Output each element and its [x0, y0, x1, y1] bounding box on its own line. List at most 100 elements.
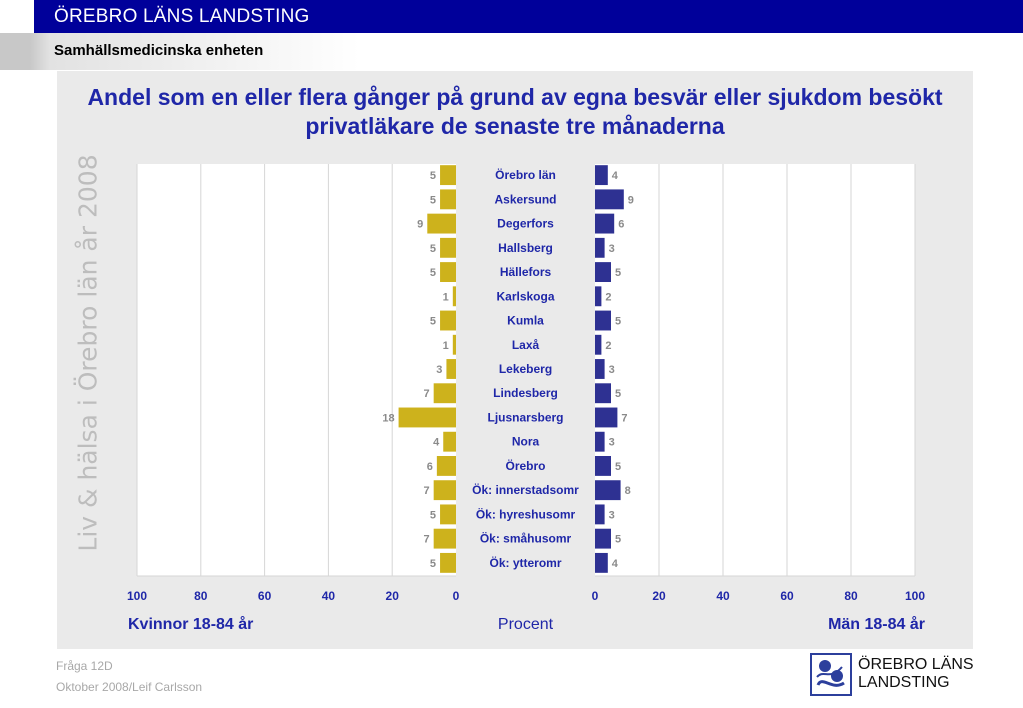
- bar-women: [433, 480, 456, 501]
- bar-women: [443, 431, 456, 452]
- category-label: Lindesberg: [493, 386, 558, 400]
- data-label-men: 2: [605, 340, 611, 352]
- category-label: Karlskoga: [496, 289, 554, 303]
- data-label-men: 4: [612, 558, 619, 570]
- x-tick-label-right: 80: [844, 589, 858, 603]
- footer-question: Fråga 12D: [56, 659, 113, 673]
- bar-men: [595, 528, 611, 549]
- data-label-women: 5: [430, 267, 436, 279]
- bar-women: [440, 237, 456, 258]
- category-label: Örebro: [505, 458, 545, 473]
- x-tick-label-left: 20: [386, 589, 400, 603]
- x-tick-label-right: 0: [592, 589, 599, 603]
- x-tick-label-left: 0: [453, 589, 460, 603]
- bar-men: [595, 431, 605, 452]
- data-label-men: 2: [605, 291, 611, 303]
- header-edge: [0, 0, 34, 33]
- bar-women: [440, 310, 456, 331]
- x-tick-label-left: 100: [127, 589, 147, 603]
- bar-women: [427, 213, 456, 234]
- bar-men: [595, 237, 605, 258]
- bar-women: [398, 407, 456, 428]
- data-label-women: 18: [382, 412, 394, 424]
- bar-men: [595, 504, 605, 525]
- bar-men: [595, 262, 611, 282]
- data-label-men: 9: [628, 194, 634, 206]
- category-label: Nora: [512, 435, 540, 449]
- category-label: Hällefors: [500, 265, 552, 279]
- bar-women: [440, 189, 456, 210]
- data-label-women: 9: [417, 219, 423, 231]
- bar-men: [595, 165, 608, 186]
- category-label: Ök: innerstadsomr: [472, 482, 579, 497]
- footer-date-author: Oktober 2008/Leif Carlsson: [56, 680, 203, 694]
- bar-men: [595, 383, 611, 404]
- category-label: Örebro län: [495, 167, 556, 182]
- data-label-men: 8: [625, 485, 631, 497]
- header-bar: ÖREBRO LÄNS LANDSTING: [0, 0, 1023, 33]
- x-tick-label-left: 80: [194, 589, 208, 603]
- data-label-women: 6: [427, 461, 433, 473]
- bar-men: [595, 456, 611, 476]
- data-label-women: 5: [430, 194, 436, 206]
- bar-women: [433, 528, 456, 549]
- category-label: Kumla: [507, 314, 544, 328]
- data-label-women: 5: [430, 509, 436, 521]
- x-tick-label-left: 40: [322, 589, 336, 603]
- bar-women: [436, 456, 456, 476]
- category-label: Ljusnarsberg: [487, 410, 563, 424]
- data-label-women: 4: [433, 437, 440, 449]
- right-plot-area: [595, 164, 915, 576]
- data-label-women: 5: [430, 316, 436, 328]
- data-label-women: 3: [436, 364, 442, 376]
- category-label: Lekeberg: [499, 362, 552, 376]
- data-label-men: 3: [609, 243, 615, 255]
- bar-women: [446, 359, 456, 379]
- data-label-women: 7: [424, 534, 430, 546]
- logo: ÖREBRO LÄNS LANDSTING: [810, 653, 974, 696]
- x-tick-label-right: 100: [905, 589, 925, 603]
- x-tick-label-right: 20: [652, 589, 666, 603]
- bar-women: [440, 552, 456, 573]
- logo-text: ÖREBRO LÄNS LANDSTING: [858, 656, 974, 692]
- chart-title: Andel som en eller flera gånger på grund…: [87, 84, 943, 139]
- data-label-women: 5: [430, 558, 436, 570]
- data-label-women: 5: [430, 243, 436, 255]
- data-label-men: 5: [615, 316, 621, 328]
- data-label-men: 7: [621, 412, 627, 424]
- data-label-men: 5: [615, 388, 621, 400]
- data-label-women: 7: [424, 485, 430, 497]
- data-label-women: 5: [430, 170, 436, 182]
- bar-men: [595, 407, 618, 428]
- left-plot-area: [137, 164, 456, 576]
- data-label-men: 3: [609, 509, 615, 521]
- data-label-men: 5: [615, 267, 621, 279]
- landsting-emblem-icon: [810, 653, 852, 696]
- bar-women: [452, 286, 456, 307]
- bar-women: [433, 383, 456, 404]
- logo-line2: LANDSTING: [858, 674, 950, 691]
- bar-men: [595, 286, 602, 307]
- bar-women: [440, 504, 456, 525]
- category-label: Ök: småhusomr: [480, 531, 572, 546]
- subheader-bar: Samhällsmedicinska enheten: [0, 33, 1023, 70]
- x-axis-title: Procent: [498, 616, 554, 633]
- data-label-men: 4: [612, 170, 619, 182]
- category-label: Hallsberg: [498, 241, 553, 255]
- x-tick-label-left: 60: [258, 589, 272, 603]
- data-label-men: 5: [615, 534, 621, 546]
- category-label: Askersund: [494, 192, 556, 206]
- bar-men: [595, 213, 615, 234]
- bar-men: [595, 552, 608, 573]
- data-label-men: 3: [609, 437, 615, 449]
- logo-line1: ÖREBRO LÄNS: [858, 656, 974, 673]
- data-label-women: 1: [443, 291, 449, 303]
- series-label-men: Män 18-84 år: [828, 615, 925, 633]
- bar-men: [595, 359, 605, 379]
- bar-men: [595, 189, 624, 210]
- bar-men: [595, 310, 611, 331]
- header-title: ÖREBRO LÄNS LANDSTING: [54, 6, 310, 27]
- bar-women: [440, 262, 456, 282]
- category-label: Ök: ytteromr: [489, 555, 561, 570]
